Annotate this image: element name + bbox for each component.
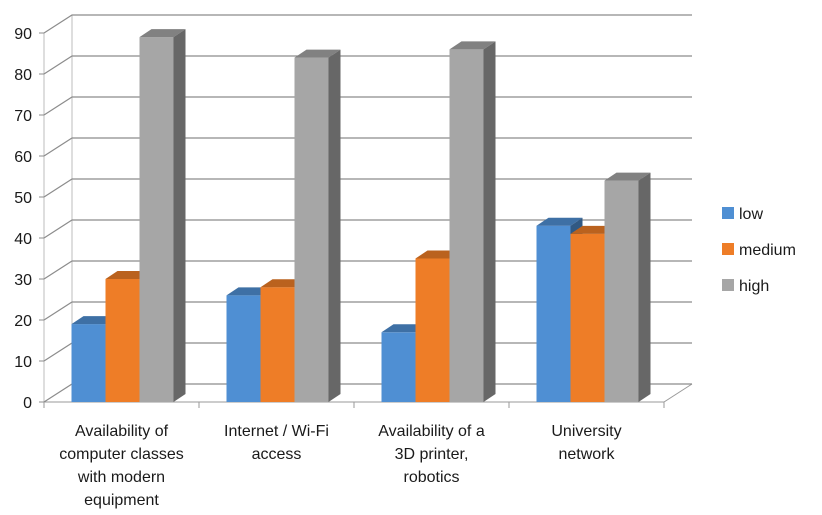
bar-front-face (415, 258, 450, 402)
y-tick-label: 40 (14, 231, 32, 248)
bar-low-2 (226, 287, 273, 402)
bar-front-face (381, 332, 416, 402)
y-tick-label: 20 (14, 313, 32, 330)
bar-top-face (449, 41, 496, 50)
bar-front-face (449, 49, 484, 403)
x-tick-label: computer classes (59, 446, 184, 463)
y-tick-label: 60 (14, 149, 32, 166)
legend-label-high: high (739, 278, 769, 295)
bar-top-face (294, 49, 341, 58)
legend: low medium high (722, 206, 796, 295)
bar-high-3 (449, 41, 496, 403)
y-tick-label: 10 (14, 354, 32, 371)
x-tick-label: network (558, 446, 615, 463)
bar-high-4 (604, 172, 651, 402)
x-tick-label: robotics (403, 469, 459, 486)
bar-top-face (139, 29, 186, 38)
bar-side-face (638, 172, 651, 402)
bar-front-face (536, 225, 571, 402)
bar-front-face (105, 279, 140, 402)
legend-swatch-high (722, 279, 734, 291)
y-tick-label: 70 (14, 108, 32, 125)
x-tick-label: equipment (84, 492, 159, 509)
bars (71, 29, 651, 403)
x-tick-label: with modern (77, 469, 165, 486)
bar-front-face (604, 180, 639, 402)
y-tick-label: 50 (14, 190, 32, 207)
bar-side-face (328, 49, 341, 402)
y-tick-label: 30 (14, 272, 32, 289)
x-tick-label: University (551, 423, 621, 440)
legend-swatch-medium (722, 243, 734, 255)
x-tick-label: Internet / Wi-Fi (224, 423, 329, 440)
bar-side-face (173, 29, 186, 402)
bar-top-face (604, 172, 651, 181)
x-tick-label: access (252, 446, 302, 463)
x-tick-label: 3D printer, (395, 446, 469, 463)
bar-high-1 (139, 29, 186, 402)
legend-swatch-low (722, 207, 734, 219)
legend-label-medium: medium (739, 242, 796, 259)
y-tick-label: 80 (14, 67, 32, 84)
x-tick-label: Availability of a (378, 423, 485, 440)
bar-front-face (294, 57, 329, 402)
bar-front-face (71, 324, 106, 402)
bar-front-face (260, 287, 295, 402)
bar-front-face (139, 37, 174, 402)
bar-top-face (536, 217, 583, 226)
y-tick-label: 90 (14, 26, 32, 43)
bar-front-face (570, 233, 605, 402)
y-tick-label: 0 (23, 395, 32, 412)
x-tick-label: Availability of (75, 423, 169, 440)
y-axis: 0 10 20 30 40 50 60 70 80 90 (14, 26, 44, 412)
bar-side-face (483, 41, 496, 403)
x-axis: Availability of computer classes with mode… (43, 402, 665, 509)
gridline (43, 14, 692, 34)
bar-front-face (226, 295, 261, 402)
bar-high-2 (294, 49, 341, 402)
legend-label-low: low (739, 206, 763, 223)
